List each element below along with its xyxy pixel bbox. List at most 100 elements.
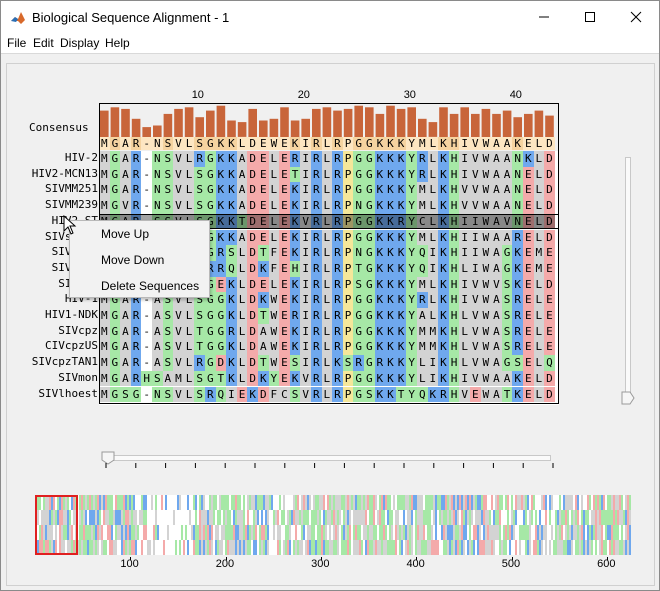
residue-cell[interactable]: T — [194, 339, 205, 356]
residue-cell[interactable]: S — [162, 182, 174, 199]
residue-cell[interactable]: A — [491, 229, 502, 246]
residue-cell[interactable]: G — [109, 386, 121, 403]
residue-cell[interactable]: G — [205, 355, 216, 371]
residue-cell[interactable]: K — [374, 386, 386, 403]
residue-cell[interactable]: K — [438, 229, 449, 246]
residue-cell[interactable]: S — [364, 386, 375, 403]
residue-cell[interactable]: H — [448, 355, 460, 371]
residue-cell[interactable]: K — [438, 151, 449, 167]
residue-cell[interactable]: H — [448, 151, 460, 167]
residue-cell[interactable]: G — [205, 166, 216, 183]
residue-cell[interactable]: K — [226, 370, 237, 387]
residue-cell[interactable]: E — [523, 292, 534, 308]
residue-cell[interactable]: A — [258, 323, 269, 340]
residue-cell[interactable]: R — [417, 292, 428, 308]
residue-cell[interactable]: K — [374, 339, 386, 356]
residue-cell[interactable]: V — [173, 308, 184, 324]
residue-cell[interactable]: N — [512, 213, 523, 230]
residue-cell[interactable]: P — [342, 260, 354, 277]
residue-cell[interactable]: G — [215, 323, 227, 340]
residue-cell[interactable]: G — [109, 292, 121, 308]
residue-cell[interactable]: S — [162, 292, 174, 308]
residue-cell[interactable]: M — [99, 355, 110, 371]
residue-cell[interactable]: L — [533, 355, 545, 371]
residue-cell[interactable]: Q — [544, 355, 555, 371]
residue-cell[interactable]: G — [205, 245, 216, 261]
residue-cell[interactable]: G — [501, 260, 513, 277]
residue-cell[interactable]: K — [395, 370, 407, 387]
residue-cell[interactable]: K — [385, 370, 396, 387]
residue-cell[interactable]: R — [417, 166, 428, 183]
residue-cell[interactable]: R — [130, 166, 142, 183]
residue-cell[interactable]: S — [162, 198, 174, 214]
residue-cell[interactable]: I — [300, 323, 311, 340]
residue-cell[interactable]: R — [311, 339, 322, 356]
residue-cell[interactable]: V — [173, 339, 184, 356]
residue-cell[interactable]: A — [491, 292, 502, 308]
residue-cell[interactable]: R — [332, 213, 343, 230]
residue-cell[interactable]: K — [215, 166, 227, 183]
residue-cell[interactable]: L — [533, 339, 545, 356]
residue-cell[interactable]: A — [491, 355, 502, 371]
residue-cell[interactable]: G — [364, 229, 375, 246]
residue-cell[interactable]: H — [448, 213, 460, 230]
residue-cell[interactable]: S — [162, 355, 174, 371]
residue-cell[interactable]: R — [512, 292, 523, 308]
residue-cell[interactable]: P — [342, 292, 354, 308]
residue-cell[interactable]: D — [544, 198, 555, 214]
residue-cell[interactable]: A — [491, 198, 502, 214]
residue-cell[interactable]: M — [417, 323, 428, 340]
residue-cell[interactable]: L — [417, 370, 428, 387]
residue-cell[interactable]: H — [448, 308, 460, 324]
residue-cell[interactable]: K — [215, 151, 227, 167]
residue-cell[interactable]: G — [364, 292, 375, 308]
vertical-scrollbar[interactable] — [625, 157, 631, 399]
residue-cell[interactable]: L — [268, 166, 280, 183]
sequence-name[interactable]: CIVcpzUS — [45, 339, 98, 353]
residue-cell[interactable]: K — [385, 339, 396, 356]
residue-cell[interactable]: K — [226, 292, 237, 308]
residue-cell[interactable]: K — [512, 386, 523, 403]
residue-cell[interactable]: D — [247, 370, 258, 387]
residue-cell[interactable]: H — [448, 260, 460, 277]
residue-cell[interactable]: H — [448, 386, 460, 403]
residue-cell[interactable]: V — [470, 308, 481, 324]
residue-cell[interactable]: P — [342, 308, 354, 324]
residue-cell[interactable]: R — [289, 308, 301, 324]
residue-cell[interactable]: L — [321, 370, 333, 387]
residue-cell[interactable]: I — [459, 276, 470, 293]
residue-cell[interactable]: M — [99, 308, 110, 324]
residue-cell[interactable]: H — [448, 229, 460, 246]
residue-cell[interactable]: V — [459, 182, 470, 199]
residue-cell[interactable]: G — [109, 370, 121, 387]
residue-cell[interactable]: N — [512, 166, 523, 183]
residue-cell[interactable]: S — [512, 355, 523, 371]
residue-cell[interactable]: K — [374, 276, 386, 293]
residue-cell[interactable]: I — [300, 260, 311, 277]
residue-cell[interactable]: K — [395, 151, 407, 167]
residue-cell[interactable]: - — [141, 198, 152, 214]
residue-cell[interactable]: K — [385, 386, 396, 403]
residue-cell[interactable]: N — [512, 151, 523, 167]
residue-cell[interactable]: W — [480, 166, 492, 183]
residue-cell[interactable]: K — [395, 166, 407, 183]
residue-cell[interactable]: R — [311, 355, 322, 371]
residue-cell[interactable]: S — [194, 370, 205, 387]
residue-cell[interactable]: G — [353, 370, 364, 387]
residue-cell[interactable]: K — [385, 213, 396, 230]
residue-cell[interactable]: E — [523, 323, 534, 340]
residue-cell[interactable]: K — [289, 276, 301, 293]
residue-cell[interactable]: D — [544, 276, 555, 293]
residue-cell[interactable]: E — [279, 339, 290, 356]
residue-cell[interactable]: G — [353, 229, 364, 246]
residue-cell[interactable]: - — [141, 308, 152, 324]
residue-cell[interactable]: K — [289, 370, 301, 387]
residue-cell[interactable]: K — [215, 229, 227, 246]
sequence-name[interactable]: SIVcpzTAN1 — [31, 355, 98, 369]
residue-cell[interactable]: P — [342, 182, 354, 199]
residue-cell[interactable]: A — [236, 151, 248, 167]
residue-cell[interactable]: R — [289, 151, 301, 167]
residue-cell[interactable]: E — [523, 260, 534, 277]
residue-cell[interactable]: V — [470, 166, 481, 183]
residue-cell[interactable]: D — [247, 229, 258, 246]
